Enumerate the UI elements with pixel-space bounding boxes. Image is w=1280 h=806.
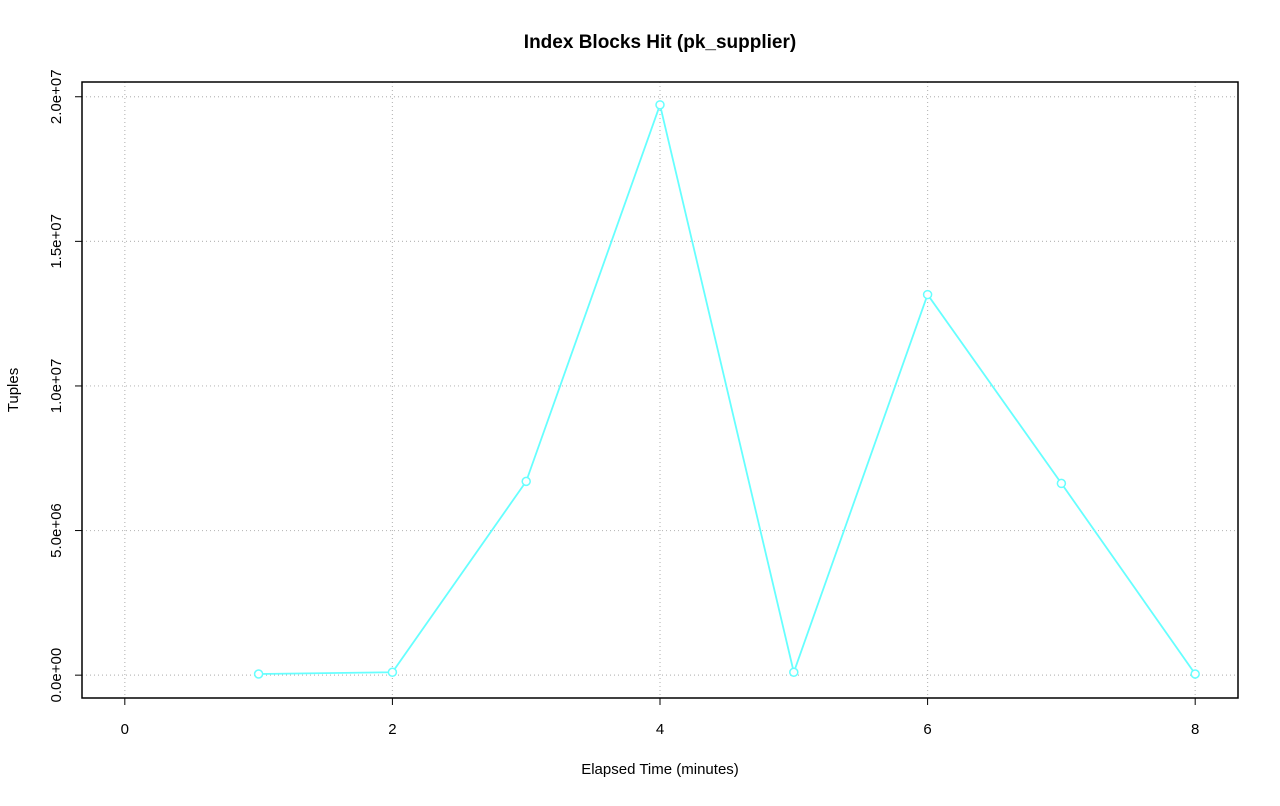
x-tick-label: 0 <box>121 721 129 738</box>
point <box>1190 669 1200 679</box>
series-line <box>258 101 1196 676</box>
point <box>387 667 398 678</box>
plot-frame <box>81 81 1239 699</box>
x-tick-label: 4 <box>656 721 664 738</box>
x-tick-label: 8 <box>1191 721 1199 738</box>
y-tick-label: 1.5e+07 <box>48 214 65 269</box>
point <box>789 667 799 678</box>
y-tick-label: 0.0e+00 <box>48 648 65 703</box>
y-tick-label: 2.0e+07 <box>48 69 65 124</box>
point <box>521 476 531 487</box>
point <box>1056 478 1067 489</box>
x-tick-label: 6 <box>923 721 931 738</box>
chart-title: Index Blocks Hit (pk_supplier) <box>524 32 796 53</box>
point <box>253 669 264 679</box>
point <box>922 289 933 300</box>
y-tick-label: 5.0e+06 <box>48 503 65 558</box>
x-axis-label: Elapsed Time (minutes) <box>581 761 739 778</box>
x-tick-label: 2 <box>388 721 396 738</box>
y-tick-label: 1.0e+07 <box>48 359 65 414</box>
y-axis-label: Tuples <box>5 368 22 412</box>
point <box>655 100 665 110</box>
